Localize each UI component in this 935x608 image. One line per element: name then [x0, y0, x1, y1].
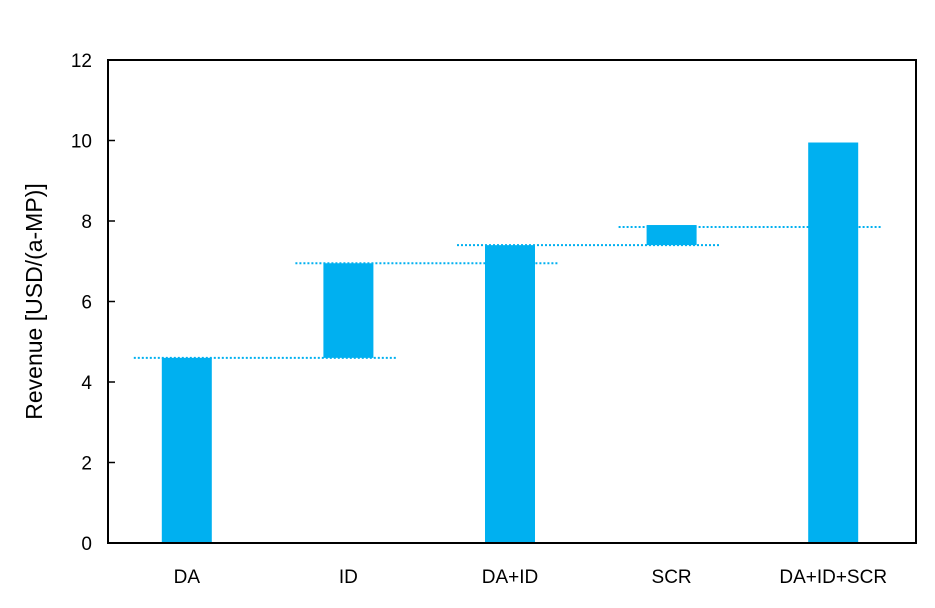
x-axis-labels: DA ID DA+ID SCR DA+ID+SCR [174, 567, 887, 588]
plot-frame [107, 59, 917, 544]
x-tick-label: SCR [652, 567, 692, 588]
bar-da-plus-id-plus-scr [808, 142, 859, 543]
y-tick-label: 8 [81, 212, 92, 233]
y-tick-label: 6 [81, 293, 92, 314]
x-tick-label: DA+ID+SCR [779, 567, 887, 588]
y-tick-label: 12 [71, 51, 92, 72]
y-axis-title: Revenue [USD/(a-MP)] [21, 183, 47, 419]
bar-da [161, 357, 212, 543]
bars [161, 142, 859, 543]
y-tick-label: 2 [81, 454, 92, 475]
x-tick-label: ID [339, 567, 358, 588]
bar-scr [646, 225, 697, 246]
bar-da-plus-id [485, 245, 535, 543]
y-axis-ticks: 0 2 4 6 8 10 12 [71, 51, 115, 555]
y-tick-label: 10 [71, 132, 92, 153]
y-tick-label: 0 [81, 534, 92, 555]
x-tick-label: DA+ID [482, 567, 539, 588]
bar-id [323, 263, 374, 358]
y-tick-label: 4 [81, 373, 92, 394]
x-tick-label: DA [174, 567, 201, 588]
